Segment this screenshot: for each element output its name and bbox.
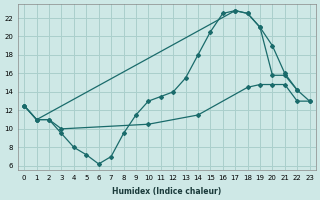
X-axis label: Humidex (Indice chaleur): Humidex (Indice chaleur) [112,187,221,196]
